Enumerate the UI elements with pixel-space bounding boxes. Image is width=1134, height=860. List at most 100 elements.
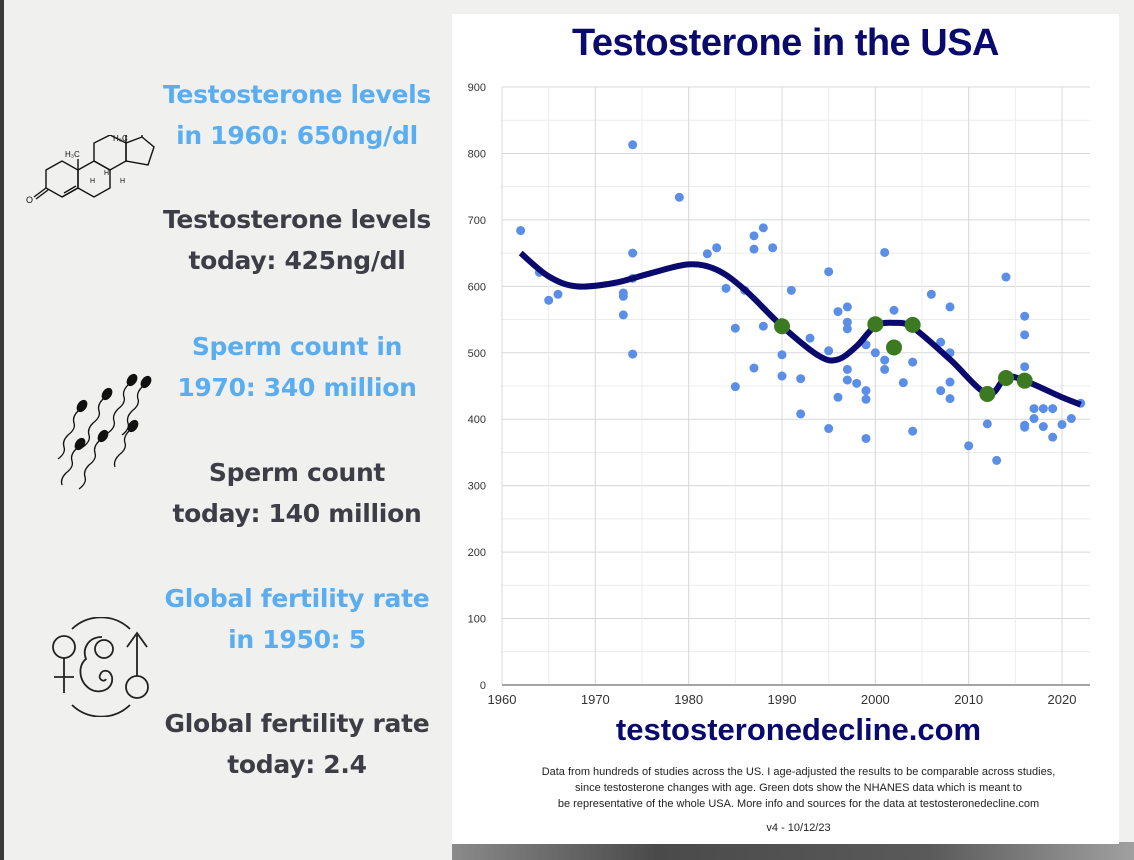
study-point (1038, 404, 1048, 414)
study-point (1038, 422, 1048, 432)
stat-line: in 1950: 5 (228, 625, 366, 654)
study-point (908, 426, 918, 436)
study-point (628, 349, 638, 359)
note-line: since testosterone changes with age. Gre… (575, 782, 1022, 794)
study-point (1020, 422, 1030, 432)
study-point (1066, 414, 1076, 424)
x-tick-label: 1960 (488, 692, 517, 707)
study-point (926, 289, 936, 299)
nhanes-points (774, 316, 1033, 402)
study-point (852, 378, 862, 388)
study-point (842, 317, 852, 327)
study-point (674, 192, 684, 202)
y-axis-ticks: 0 100 200 300 400 500 600 700 800 900 (468, 82, 486, 692)
study-point (777, 350, 787, 360)
study-point (618, 310, 628, 320)
study-point (618, 288, 628, 298)
stat-line: today: 140 million (172, 499, 422, 528)
study-point (730, 323, 740, 333)
nhanes-point (998, 370, 1014, 387)
nhanes-point (867, 316, 884, 333)
study-point (749, 363, 759, 373)
study-point (842, 375, 852, 385)
study-point (796, 409, 806, 419)
study-point (628, 248, 638, 258)
study-point (1029, 404, 1039, 414)
study-point (964, 441, 974, 451)
study-point (777, 371, 787, 381)
sperm-cell (113, 419, 139, 468)
stat-line: 1970: 340 million (177, 373, 417, 402)
study-point (1020, 362, 1030, 372)
x-tick-label: 2010 (954, 692, 983, 707)
study-points (516, 140, 1086, 465)
study-point (768, 243, 778, 253)
stat-line: Global fertility rate (164, 584, 430, 613)
x-tick-label: 2020 (1048, 692, 1077, 707)
study-point (982, 419, 992, 429)
note-line: be representative of the whole USA. More… (557, 798, 1040, 810)
y-tick-label: 600 (468, 281, 486, 293)
study-point (880, 247, 890, 257)
y-tick-label: 700 (468, 215, 486, 227)
study-point (1057, 420, 1067, 430)
study-point (749, 244, 759, 254)
y-tick-label: 0 (480, 680, 486, 692)
study-point (861, 433, 871, 443)
study-point (786, 285, 796, 295)
study-point (553, 289, 563, 299)
study-point (908, 357, 918, 367)
y-tick-label: 300 (468, 481, 486, 493)
molecule-o-label: O (26, 195, 33, 205)
testosterone-molecule-icon: O H₃C H₃C OH H H H (26, 135, 155, 205)
version-label: v4 - 10/12/23 (766, 822, 831, 834)
y-tick-label: 900 (468, 82, 486, 94)
study-point (833, 307, 843, 317)
molecule-h-label: H (90, 178, 95, 185)
fetus-symbol (79, 636, 113, 693)
study-point (1029, 414, 1039, 424)
study-point (1001, 272, 1011, 282)
x-axis-ticks: 1960 1970 1980 1990 2000 2010 2020 (488, 692, 1077, 707)
study-point (824, 424, 834, 434)
study-point (730, 382, 740, 392)
fertility-1950-stat: Global fertility rate in 1950: 5 (137, 578, 457, 660)
note-line: Data from hundreds of studies across the… (541, 766, 1056, 778)
nhanes-point (774, 318, 790, 335)
chart-panel (452, 14, 1119, 844)
study-point (628, 140, 638, 150)
study-point (880, 364, 890, 374)
study-point (833, 392, 843, 402)
study-point (945, 302, 955, 312)
study-point (842, 302, 852, 312)
y-tick-label: 100 (468, 614, 486, 626)
y-tick-label: 800 (468, 148, 486, 160)
study-point (945, 377, 955, 387)
y-tick-label: 400 (468, 414, 486, 426)
sperm-cell (78, 429, 109, 490)
study-point (1020, 330, 1030, 340)
sperm-cell (82, 387, 113, 448)
stat-line: today: 425ng/dl (188, 246, 406, 275)
nhanes-point (979, 385, 996, 402)
y-tick-label: 500 (468, 348, 486, 360)
study-point (992, 455, 1002, 465)
nhanes-point (904, 316, 921, 333)
study-point (796, 374, 806, 384)
x-tick-label: 1990 (768, 692, 797, 707)
sperm-cell (60, 437, 86, 486)
stat-line: today: 2.4 (227, 750, 367, 779)
study-point (712, 243, 722, 253)
study-point (1048, 404, 1058, 414)
website-label: testosteronedecline.com (615, 712, 982, 747)
fertility-symbols-icon (52, 617, 149, 717)
molecule-h-label: H (104, 170, 109, 177)
testosterone-1960-stat: Testosterone levels in 1960: 650ng/dl (137, 74, 457, 156)
study-point (842, 364, 852, 374)
nhanes-point (1016, 372, 1033, 389)
study-point (936, 386, 946, 396)
left-border (0, 0, 4, 860)
study-point (861, 386, 871, 396)
sperm-cell (107, 373, 138, 434)
chart-title: Testosterone in the USA (572, 22, 999, 64)
